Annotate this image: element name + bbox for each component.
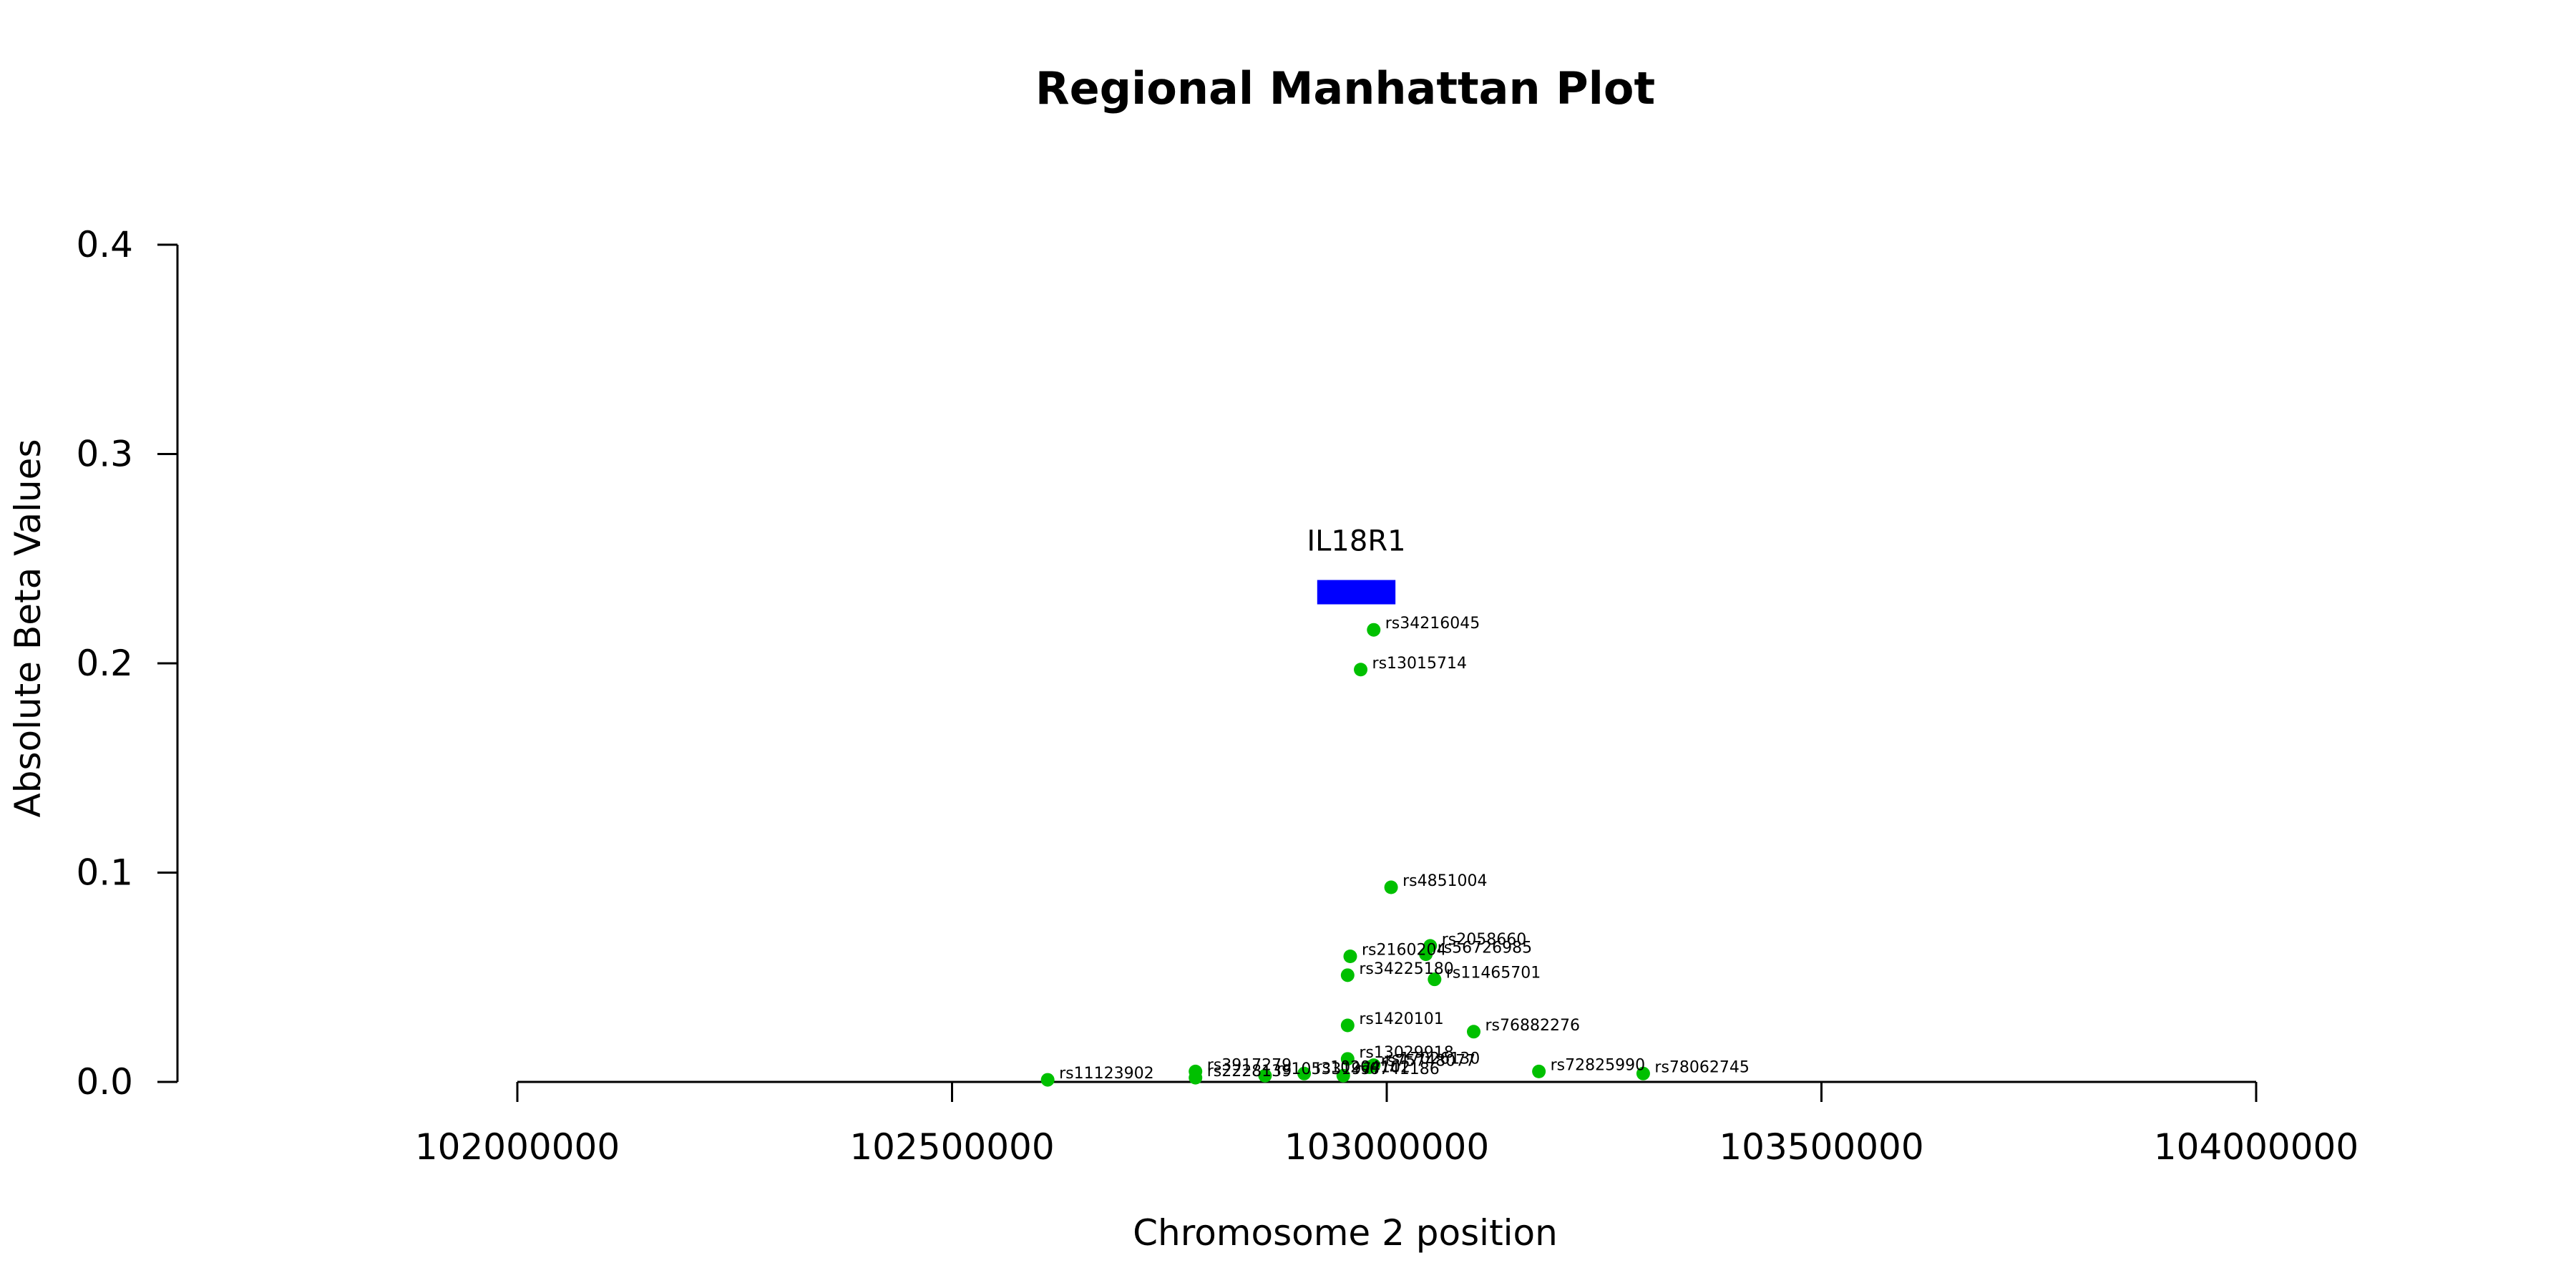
snp-point — [1467, 1025, 1480, 1039]
snp-point — [1362, 1060, 1377, 1075]
y-axis: 0.0 0.1 0.2 0.3 0.4 — [76, 224, 179, 1103]
snp-label: rs75748077 — [1381, 1053, 1475, 1070]
snp-point — [1340, 1018, 1355, 1033]
snp-point — [1636, 1066, 1650, 1080]
snp-label: rs72825990 — [1551, 1056, 1645, 1074]
snp-points — [1040, 623, 1650, 1087]
snp-label: rs105331977 — [1277, 1060, 1381, 1078]
y-tick-label: 0.1 — [76, 852, 133, 894]
y-tick-label: 0.2 — [76, 643, 133, 684]
snp-label: rs76882276 — [1485, 1017, 1580, 1035]
x-axis-label: Chromosome 2 position — [1133, 1212, 1558, 1254]
snp-point — [1189, 1070, 1203, 1085]
snp-point — [1340, 1052, 1355, 1066]
snp-label: rs3917279 — [1207, 1056, 1292, 1074]
snp-label: rs13015714 — [1372, 655, 1467, 673]
x-tick-label: 102500000 — [849, 1126, 1054, 1168]
snp-label: rs2058660 — [1442, 931, 1527, 949]
snp-label: rs78062745 — [1654, 1058, 1749, 1076]
snp-label: rs17026130 — [1385, 1050, 1480, 1068]
snp-label: rs34216045 — [1385, 615, 1480, 633]
snp-point — [1343, 950, 1357, 963]
snp-label: rs34225180 — [1359, 960, 1453, 978]
chart-title: Regional Manhattan Plot — [1035, 62, 1655, 114]
snp-point — [1297, 1066, 1312, 1080]
snp-label: rs1420101 — [1359, 1010, 1444, 1028]
y-tick-label: 0.0 — [76, 1061, 133, 1103]
snp-label: rs2228139 — [1207, 1063, 1292, 1080]
y-tick-label: 0.3 — [76, 434, 133, 475]
snp-point — [1532, 1064, 1546, 1078]
snp-label: rs56726985 — [1438, 940, 1532, 957]
snp-label: rs4851004 — [1402, 872, 1488, 890]
x-tick-label: 102000000 — [415, 1126, 620, 1168]
snp-point — [1428, 972, 1442, 987]
gene-bar — [1317, 580, 1396, 605]
snp-point — [1354, 663, 1368, 677]
snp-label: rs11465701 — [1446, 965, 1541, 982]
snp-label: rs6741186 — [1355, 1060, 1440, 1078]
snp-point — [1340, 968, 1355, 982]
gene-track: IL18R1 — [1307, 525, 1406, 605]
snp-label: rs11123902 — [1059, 1065, 1153, 1083]
snp-point — [1258, 1068, 1272, 1083]
y-axis-label: Absolute Beta Values — [7, 439, 49, 818]
snp-point — [1419, 947, 1433, 962]
snp-labels: rs34216045rs13015714rs4851004rs2058660rs… — [1059, 615, 1750, 1083]
snp-label: rs2160204 — [1362, 942, 1447, 960]
x-tick-label: 103000000 — [1284, 1126, 1489, 1168]
snp-point — [1040, 1073, 1055, 1087]
snp-point — [1384, 880, 1398, 894]
x-tick-label: 104000000 — [2154, 1126, 2358, 1168]
snp-point — [1367, 623, 1381, 637]
snp-label: rs10204102 — [1316, 1058, 1410, 1076]
y-tick-label: 0.4 — [76, 224, 133, 265]
snp-point — [1336, 1068, 1350, 1083]
snp-label: rs13029918 — [1359, 1044, 1453, 1062]
x-axis: 102000000 102500000 103000000 103500000 1040… — [415, 1080, 2358, 1168]
x-tick-label: 103500000 — [1719, 1126, 1923, 1168]
gene-label: IL18R1 — [1307, 525, 1405, 558]
